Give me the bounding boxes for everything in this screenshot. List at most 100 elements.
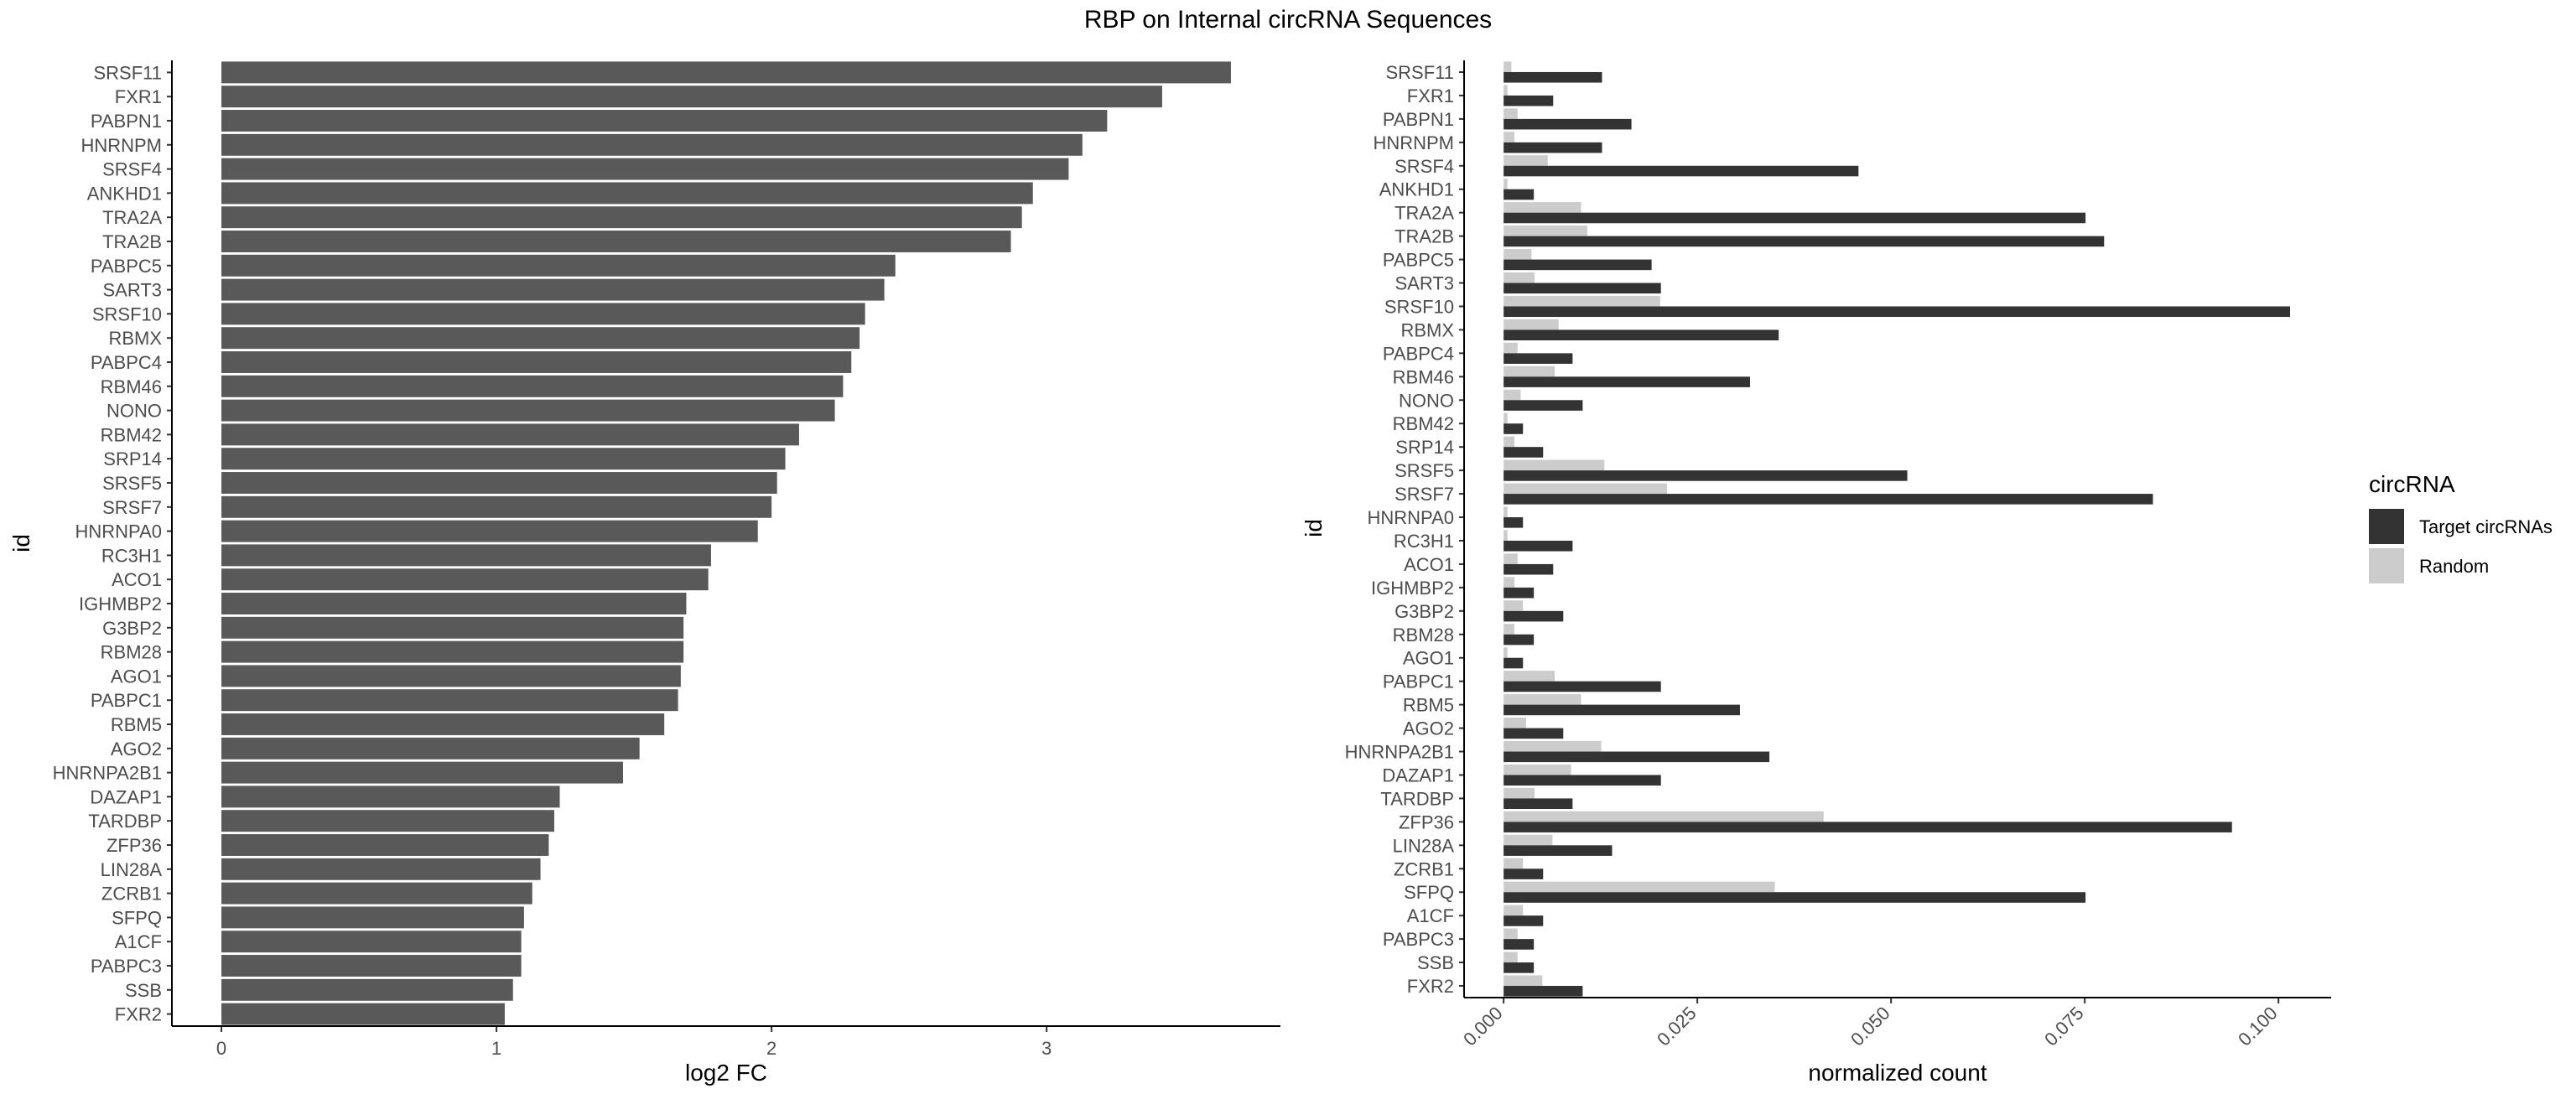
- random-bar-srsf10: [1504, 295, 1660, 307]
- target-bar-rc3h1: [1504, 540, 1573, 552]
- random-bar-hnrnpa2b1: [1504, 740, 1602, 752]
- target-bar-nono: [1504, 400, 1583, 411]
- random-bar-ago2: [1504, 717, 1526, 728]
- target-bar-dazap1: [1504, 775, 1661, 786]
- target-bar-zcrb1: [1504, 868, 1544, 879]
- target-bar-tra2a: [1504, 212, 2086, 224]
- right-y-tick-pabpc3: PABPC3: [1383, 929, 1454, 950]
- left-y-tick-labels: SRSF11 FXR1 PABPN1 HNRNPM SRSF4 ANKHD1 TRA2A TR…: [53, 62, 172, 1025]
- left-bar-a1cf: [221, 931, 522, 953]
- left-y-tick-zfp36: ZFP36: [106, 835, 162, 856]
- left-bar-sfpq: [221, 906, 524, 929]
- left-y-tick-srsf10: SRSF10: [92, 303, 162, 324]
- right-y-tick-lin28a: LIN28A: [1393, 835, 1455, 856]
- random-bar-hnrnpa0: [1504, 506, 1508, 518]
- right-x-tick-0-000: 0.000: [1459, 1003, 1507, 1050]
- random-bar-rc3h1: [1504, 530, 1508, 541]
- left-y-tick-pabpn1: PABPN1: [91, 111, 162, 132]
- random-bar-srsf7: [1504, 483, 1668, 495]
- right-y-tick-sart3: SART3: [1394, 273, 1454, 294]
- target-bar-ssb: [1504, 962, 1535, 973]
- random-bar-srp14: [1504, 436, 1515, 448]
- left-y-tick-ago2: AGO2: [111, 739, 162, 760]
- right-y-tick-rc3h1: RC3H1: [1394, 531, 1454, 552]
- random-bar-fxr1: [1504, 85, 1508, 96]
- target-bar-lin28a: [1504, 845, 1613, 856]
- left-x-axis-title: log2 FC: [685, 1060, 767, 1086]
- left-bar-ago2: [221, 737, 640, 760]
- target-bar-srsf10: [1504, 306, 2291, 318]
- left-y-tick-tra2b: TRA2B: [102, 231, 162, 252]
- target-bar-srsf4: [1504, 165, 1859, 177]
- left-bar-zcrb1: [221, 882, 532, 905]
- right-y-tick-pabpc4: PABPC4: [1383, 343, 1454, 364]
- left-y-tick-sfpq: SFPQ: [112, 907, 162, 928]
- random-bar-srsf4: [1504, 155, 1548, 166]
- left-bar-lin28a: [221, 858, 541, 880]
- chart-title: RBP on Internal circRNA Sequences: [1084, 6, 1492, 34]
- right-y-tick-ighmbp2: IGHMBP2: [1371, 578, 1454, 599]
- random-bar-sart3: [1504, 272, 1535, 283]
- left-y-tick-ankhd1: ANKHD1: [87, 183, 162, 204]
- right-y-tick-srsf5: SRSF5: [1394, 460, 1454, 481]
- right-y-tick-hnrnpa2b1: HNRNPA2B1: [1345, 742, 1454, 763]
- left-bar-fxr2: [221, 1003, 505, 1025]
- right-x-tick-0-025: 0.025: [1653, 1003, 1701, 1050]
- left-y-tick-rbm5: RBM5: [111, 714, 162, 735]
- target-bar-srsf7: [1504, 494, 2153, 505]
- left-y-tick-dazap1: DAZAP1: [90, 786, 162, 807]
- random-bar-srsf11: [1504, 61, 1512, 72]
- right-y-tick-ankhd1: ANKHD1: [1379, 179, 1454, 200]
- left-bar-srsf11: [221, 61, 1231, 84]
- left-bar-rbm5: [221, 713, 665, 735]
- random-bar-ighmbp2: [1504, 577, 1515, 588]
- right-y-tick-srsf7: SRSF7: [1394, 484, 1454, 505]
- left-y-tick-pabpc5: PABPC5: [91, 256, 162, 277]
- random-bar-hnrnpm: [1504, 132, 1515, 143]
- left-bars: [221, 61, 1231, 1025]
- left-y-tick-srsf7: SRSF7: [102, 497, 162, 518]
- target-bar-g3bp2: [1504, 610, 1564, 622]
- target-bar-fxr1: [1504, 95, 1554, 106]
- random-bar-dazap1: [1504, 764, 1571, 775]
- left-y-tick-rbmx: RBMX: [108, 328, 162, 349]
- target-bar-pabpc1: [1504, 681, 1661, 692]
- right-y-tick-tra2b: TRA2B: [1394, 226, 1454, 247]
- right-y-tick-pabpc5: PABPC5: [1383, 250, 1454, 271]
- left-y-tick-fxr1: FXR1: [115, 86, 162, 107]
- random-bar-sfpq: [1504, 881, 1775, 893]
- left-y-tick-srsf11: SRSF11: [93, 62, 162, 83]
- left-bar-rbm42: [221, 423, 799, 446]
- left-bar-srsf5: [221, 472, 777, 494]
- target-bar-ighmbp2: [1504, 587, 1535, 599]
- legend-swatch-target: [2369, 509, 2404, 544]
- target-bar-ago1: [1504, 657, 1524, 669]
- random-bar-ssb: [1504, 951, 1518, 963]
- left-y-tick-ighmbp2: IGHMBP2: [79, 594, 162, 614]
- left-y-tick-tra2a: TRA2A: [102, 207, 162, 228]
- left-bar-pabpc1: [221, 689, 678, 712]
- right-y-tick-pabpn1: PABPN1: [1383, 109, 1454, 130]
- left-y-tick-aco1: ACO1: [112, 569, 162, 590]
- left-bar-hnrnpa2b1: [221, 761, 623, 784]
- random-bar-rbm42: [1504, 412, 1508, 424]
- target-bar-srsf11: [1504, 71, 1602, 83]
- target-bar-fxr2: [1504, 986, 1583, 997]
- random-bar-rbm28: [1504, 624, 1515, 635]
- left-y-tick-srsf5: SRSF5: [102, 473, 162, 494]
- left-y-tick-pabpc3: PABPC3: [91, 956, 162, 977]
- target-bar-pabpc4: [1504, 353, 1573, 364]
- random-bar-fxr2: [1504, 975, 1543, 987]
- left-y-tick-rbm46: RBM46: [101, 376, 162, 397]
- left-bar-rbmx: [221, 327, 860, 350]
- left-y-tick-rbm42: RBM42: [101, 424, 162, 445]
- random-bar-tra2a: [1504, 202, 1581, 213]
- left-y-tick-lin28a: LIN28A: [101, 859, 163, 880]
- legend-swatch-random: [2369, 548, 2404, 583]
- target-bar-hnrnpm: [1504, 142, 1602, 153]
- right-y-tick-rbm42: RBM42: [1393, 413, 1454, 434]
- target-bar-srp14: [1504, 447, 1544, 458]
